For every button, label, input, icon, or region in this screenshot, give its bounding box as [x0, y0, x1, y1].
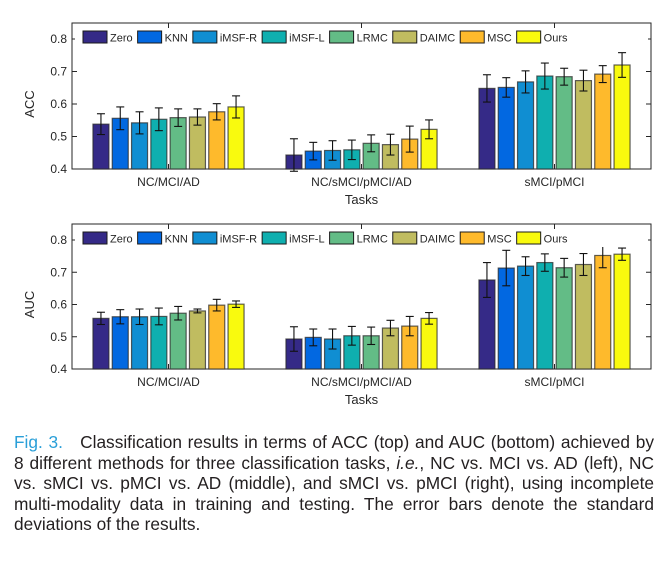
bar-knn	[111, 316, 129, 370]
y-tick-label: 0.7	[50, 65, 67, 79]
bar-imsf-r	[516, 81, 535, 170]
y-tick-label: 0.4	[50, 162, 67, 176]
bar-lrmc	[555, 76, 573, 170]
legend-swatch-msc	[459, 231, 485, 245]
legend-swatch-lrmc	[329, 30, 355, 44]
caption-text-2: , NC vs. MCI vs. AD (left), NC vs. sMCI …	[14, 452, 654, 535]
legend-swatch-imsf-r	[192, 231, 218, 245]
legend-swatch-zero	[82, 231, 108, 245]
legend-label-zero: Zero	[110, 33, 133, 45]
bar-ours	[613, 253, 631, 370]
caption-text-1: Classification results in terms of ACC (…	[14, 432, 655, 473]
legend-label-lrmc: LRMC	[357, 33, 388, 45]
y-axis-label: AUC	[22, 291, 37, 318]
legend: Zero KNN iMSF-R iMSF-L LRMC DAIMC MSC Ours	[75, 29, 648, 46]
legend-label-imsf-r: iMSF-R	[220, 33, 257, 45]
bar-ours	[613, 64, 631, 170]
legend-swatch-ours	[516, 231, 542, 245]
legend-label-daimc: DAIMC	[420, 33, 456, 45]
x-tick-label: sMCI/pMCI	[525, 375, 585, 389]
legend: Zero KNN iMSF-R iMSF-L LRMC DAIMC MSC Ours	[75, 230, 648, 247]
x-tick-label: NC/sMCI/pMCI/AD	[311, 375, 412, 389]
legend-background	[75, 29, 648, 46]
bar-zero	[92, 317, 110, 370]
legend-swatch-lrmc	[329, 231, 355, 245]
x-axis-label: Tasks	[345, 192, 379, 207]
y-axis-label: ACC	[22, 90, 37, 117]
legend-label-ours: Ours	[544, 33, 568, 45]
legend-label-msc: MSC	[487, 234, 512, 246]
bar-lrmc	[169, 312, 187, 370]
y-tick-label: 0.6	[50, 97, 67, 111]
x-tick-label: NC/MCI/AD	[137, 175, 200, 189]
legend-swatch-msc	[459, 30, 485, 44]
y-tick-label: 0.7	[50, 265, 67, 279]
y-tick-label: 0.5	[50, 130, 67, 144]
y-tick-label: 0.4	[50, 362, 67, 376]
legend-label-zero: Zero	[110, 234, 133, 246]
bar-imsf-r	[516, 265, 535, 370]
legend-label-ours: Ours	[544, 234, 568, 246]
bar-ours	[227, 303, 245, 370]
y-tick-label: 0.5	[50, 330, 67, 344]
x-tick-label: NC/sMCI/pMCI/AD	[311, 175, 412, 189]
legend-label-imsf-l: iMSF-L	[289, 234, 324, 246]
x-axis-label: Tasks	[345, 392, 379, 407]
bar-daimc	[574, 79, 593, 170]
x-tick-label: NC/MCI/AD	[137, 375, 200, 389]
legend-label-imsf-l: iMSF-L	[289, 33, 324, 45]
x-tick-label: sMCI/pMCI	[525, 175, 585, 189]
legend-swatch-imsf-l	[261, 231, 287, 245]
bar-imsf-l	[536, 261, 554, 370]
legend-swatch-imsf-r	[192, 30, 218, 44]
legend-swatch-daimc	[392, 30, 418, 44]
caption-ie: i.e.	[396, 452, 420, 473]
legend-swatch-ours	[516, 30, 542, 44]
bar-daimc	[188, 310, 207, 370]
legend-label-lrmc: LRMC	[357, 234, 388, 246]
bar-msc	[594, 73, 612, 170]
legend-label-imsf-r: iMSF-R	[220, 234, 257, 246]
figure-caption: Fig. 3. Classification results in terms …	[14, 432, 654, 535]
bar-msc	[208, 304, 226, 370]
bar-knn	[497, 86, 515, 170]
y-tick-label: 0.6	[50, 298, 67, 312]
bar-imsf-l	[536, 75, 554, 170]
legend-label-knn: KNN	[165, 33, 188, 45]
figure-charts: 0.4 0.5 0.6 0.7 0.8 ACC NC/MCI/AD NC/sMCI/pMCI/…	[22, 22, 652, 407]
y-tick-label: 0.8	[50, 32, 67, 46]
bar-ours	[420, 317, 438, 370]
legend-background	[75, 230, 648, 247]
figure-label: Fig. 3.	[14, 432, 63, 452]
legend-swatch-knn	[137, 30, 163, 44]
legend-swatch-zero	[82, 30, 108, 44]
y-tick-label: 0.8	[50, 233, 67, 247]
legend-label-daimc: DAIMC	[420, 234, 456, 246]
legend-label-msc: MSC	[487, 33, 512, 45]
legend-label-knn: KNN	[165, 234, 188, 246]
legend-swatch-daimc	[392, 231, 418, 245]
legend-swatch-knn	[137, 231, 163, 245]
bar-daimc	[574, 263, 593, 370]
legend-swatch-imsf-l	[261, 30, 287, 44]
bar-msc	[594, 254, 612, 370]
bar-lrmc	[555, 267, 573, 370]
chart-panel-acc: 0.4 0.5 0.6 0.7 0.8 ACC NC/MCI/AD NC/sMCI/pMCI/…	[22, 22, 652, 207]
chart-panel-auc: 0.4 0.5 0.6 0.7 0.8 AUC NC/MCI/AD NC/sMCI/pMCI/…	[22, 223, 652, 407]
